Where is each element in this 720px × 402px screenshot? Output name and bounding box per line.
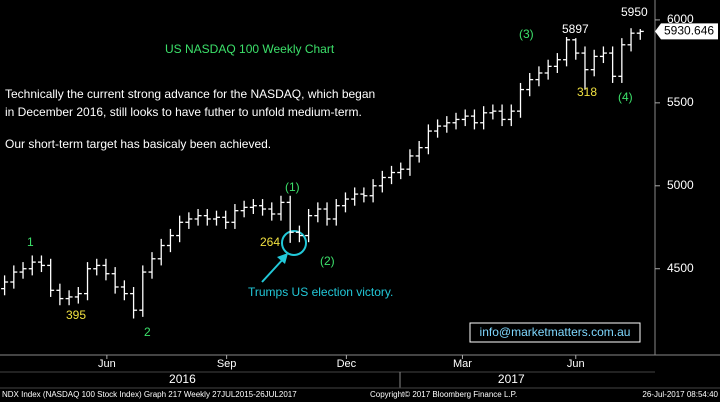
price-tag-label: 5930.646	[664, 24, 714, 38]
x-tick-label: Dec	[337, 358, 357, 370]
y-tick-label: 5000	[667, 178, 694, 192]
annotation: Trumps US election victory.	[248, 285, 393, 299]
annotation: (1)	[285, 180, 300, 194]
y-tick-label: 6000	[667, 12, 694, 26]
annotation: (4)	[618, 90, 633, 104]
annotation: 5950	[621, 5, 648, 19]
y-tick-label: 5500	[667, 95, 694, 109]
text-line: Our short-term target has basicaly been …	[5, 137, 271, 151]
year-label: 2017	[498, 372, 525, 386]
annotation: 264	[260, 235, 280, 249]
text-line: in December 2016, still looks to have fu…	[5, 105, 362, 119]
x-tick-label: Jun	[567, 358, 585, 370]
arrow-head	[277, 253, 288, 264]
footer-right: 26-Jul-2017 08:54:40	[642, 390, 718, 399]
footer-left: NDX Index (NASDAQ 100 Stock Index) Graph…	[2, 390, 297, 399]
x-tick-label: Mar	[453, 358, 472, 370]
info-text: info@marketmatters.com.au	[480, 325, 631, 339]
footer-center: Copyright© 2017 Bloomberg Finance L.P.	[370, 390, 517, 399]
price-tag	[655, 23, 718, 40]
annotation: 5897	[562, 22, 589, 36]
x-tick-label: Sep	[217, 358, 237, 370]
annotation: 2	[144, 325, 151, 339]
text-line: Technically the current strong advance f…	[5, 87, 375, 101]
annotation: 318	[577, 85, 597, 99]
x-tick-label: Jun	[98, 358, 116, 370]
annotation: 1	[27, 235, 34, 249]
highlight-circle	[281, 230, 307, 256]
annotation: (2)	[320, 254, 335, 268]
annotation: (3)	[519, 27, 534, 41]
year-label: 2016	[169, 372, 196, 386]
info-box	[469, 322, 641, 343]
annotation: 395	[66, 308, 86, 322]
arrow	[261, 256, 286, 283]
y-tick-label: 4500	[667, 261, 694, 275]
chart-title: US NASDAQ 100 Weekly Chart	[165, 42, 335, 56]
